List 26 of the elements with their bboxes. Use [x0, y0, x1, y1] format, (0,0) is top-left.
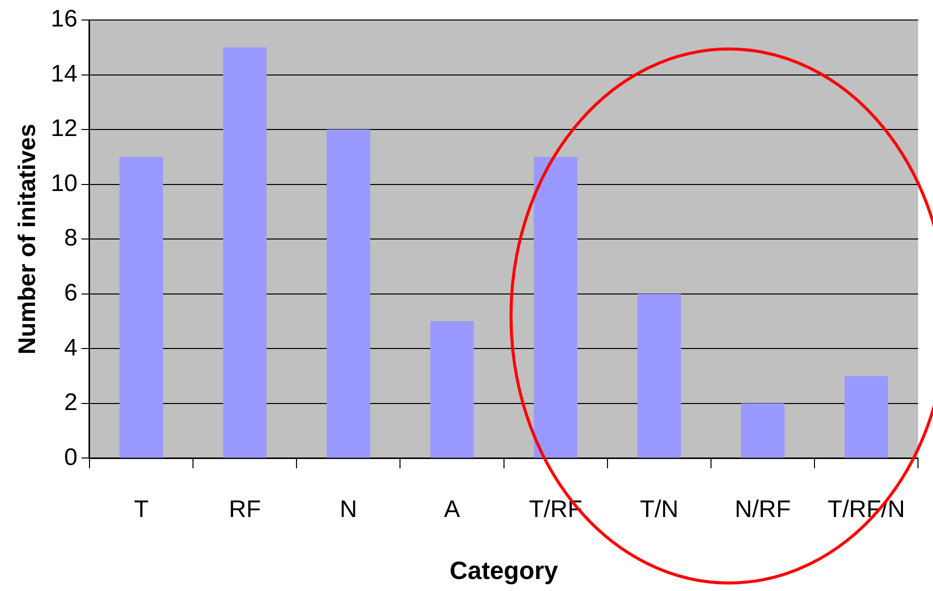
- y-tick-label: 8: [64, 224, 78, 252]
- bar: [534, 156, 578, 458]
- bar: [326, 130, 370, 458]
- x-tick-label: T: [134, 496, 149, 524]
- x-tick-label: T/N: [640, 496, 679, 524]
- x-tick-label: RF: [228, 496, 261, 524]
- y-tick-label: 14: [50, 60, 78, 88]
- x-tick-label: N: [340, 496, 358, 524]
- x-tick-label: N/RF: [734, 496, 791, 524]
- y-tick-label: 10: [50, 170, 78, 197]
- y-tick-label: 16: [50, 6, 78, 33]
- bar: [637, 294, 681, 458]
- y-axis-title: Number of initatives: [14, 124, 42, 354]
- y-tick-label: 0: [64, 444, 78, 471]
- bar: [844, 376, 888, 458]
- y-tick-label: 4: [64, 334, 78, 362]
- y-tick-label: 6: [64, 280, 78, 306]
- x-tick-label: A: [444, 496, 460, 524]
- bar: [430, 321, 474, 458]
- x-axis-title: Category: [450, 556, 558, 585]
- bar: [223, 47, 267, 458]
- x-tick-label: T/RF: [528, 496, 582, 524]
- y-tick-label: 2: [64, 389, 78, 416]
- y-tick-label: 12: [50, 115, 78, 142]
- bar: [120, 156, 164, 458]
- bar: [741, 403, 785, 458]
